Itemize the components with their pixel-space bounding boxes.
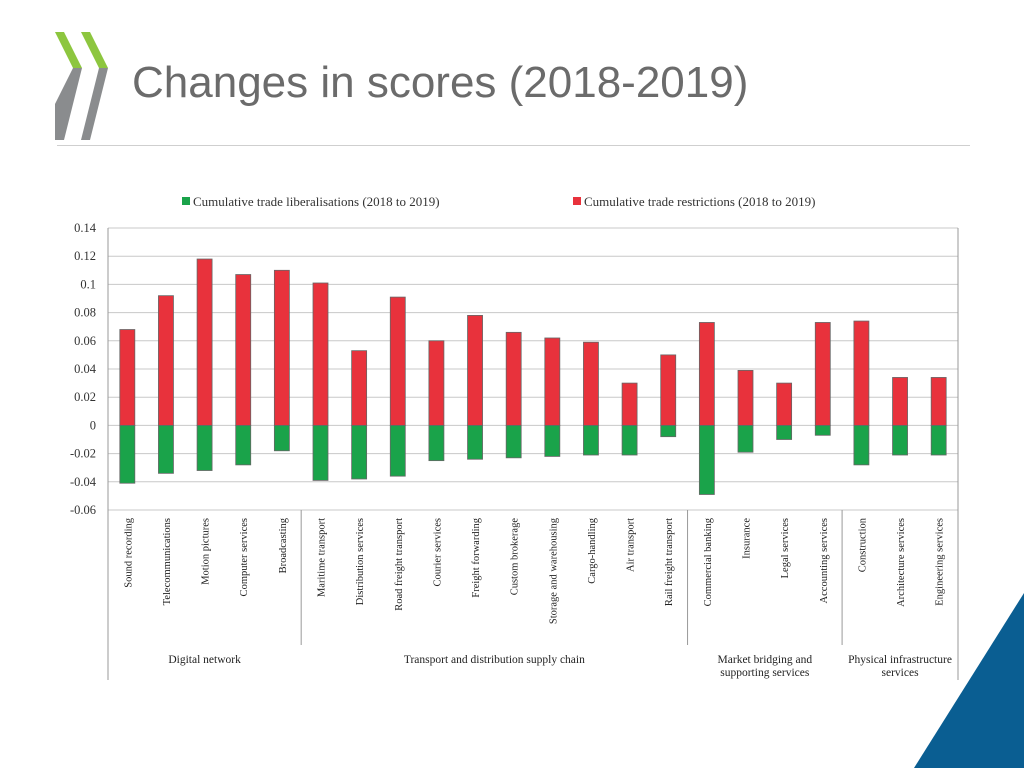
- x-category-label: Broadcasting: [278, 517, 289, 573]
- group-label: Physical infrastructure services: [848, 654, 952, 679]
- corner-triangle: [914, 593, 1024, 768]
- bar-liberalisation: [930, 424, 947, 456]
- x-category-label: Courier services: [432, 518, 443, 587]
- slide-title: Changes in scores (2018-2019): [132, 58, 749, 107]
- x-category-label: Sound recording: [123, 517, 134, 587]
- y-axis: -0.06 -0.04 -0.02 0 0.02 0.04 0.06 0.08 0.1 0.12 0…: [70, 221, 109, 680]
- bar-restriction: [583, 341, 599, 426]
- bar-restriction: [505, 331, 522, 426]
- x-category-label: Computer services: [239, 518, 250, 596]
- y-tick-label: 0.12: [74, 249, 96, 263]
- logo-chevron-grey-2: [81, 68, 108, 140]
- bar-liberalisation: [698, 424, 715, 495]
- group-label: Market bridging and supporting services: [718, 654, 813, 679]
- x-axis: Sound recording Telecommunications Motion …: [107, 228, 959, 680]
- bar-liberalisation: [544, 424, 561, 457]
- bar-liberalisation: [312, 424, 329, 481]
- x-category-label: Motion pictures: [201, 518, 212, 585]
- bar-restriction: [544, 337, 561, 426]
- bar-liberalisation: [621, 424, 638, 456]
- title-divider: [57, 145, 970, 146]
- bar-restriction: [930, 377, 947, 426]
- bar-restriction: [737, 370, 754, 426]
- x-category-label: Legal services: [780, 518, 791, 578]
- bar-liberalisation: [505, 424, 522, 459]
- x-category-label: Cargo-handling: [587, 517, 598, 583]
- group-label: Transport and distribution supply chain: [404, 654, 585, 666]
- x-category-label: Road freight transport: [394, 518, 405, 611]
- x-category-label: Construction: [857, 517, 868, 572]
- logo-chevron-green-2: [81, 32, 108, 68]
- logo-chevron-grey-1: [55, 68, 82, 140]
- x-category-label: Storage and warehousing: [548, 517, 559, 624]
- bar-liberalisation: [583, 424, 599, 456]
- chart-legend: Cumulative trade liberalisations (2018 t…: [182, 194, 815, 209]
- x-category-label: Commercial banking: [703, 517, 714, 606]
- x-category-label: Custom brokerage: [510, 518, 521, 596]
- x-category-label: Telecommunications: [162, 518, 173, 605]
- x-category-label: Accounting services: [819, 518, 830, 603]
- y-tick-label: 0.02: [74, 390, 96, 404]
- x-category-label: Distribution services: [355, 518, 366, 605]
- bar-restriction: [814, 322, 831, 426]
- bar-restriction: [853, 320, 870, 426]
- bar-restriction: [119, 329, 136, 426]
- bar-restriction: [158, 295, 174, 426]
- bar-liberalisation: [273, 424, 290, 452]
- bar-restriction: [273, 269, 290, 426]
- x-category-label: Engineering services: [935, 518, 946, 606]
- bar-liberalisation: [351, 424, 368, 480]
- bar-liberalisation: [196, 424, 213, 471]
- bar-liberalisation: [158, 424, 174, 474]
- y-tick-label: -0.06: [70, 503, 96, 517]
- group-label: Digital network: [168, 654, 241, 666]
- y-tick-label: -0.04: [70, 475, 97, 489]
- legend-label-restriction: Cumulative trade restrictions (2018 to 2…: [584, 194, 815, 209]
- bar-restriction: [196, 258, 213, 426]
- bar-restriction: [892, 377, 908, 426]
- bar-liberalisation: [467, 424, 483, 460]
- bar-restriction: [351, 350, 368, 426]
- x-category-label: Insurance: [742, 518, 753, 559]
- bar-restriction: [621, 382, 638, 426]
- bar-restriction: [467, 315, 483, 426]
- y-tick-label: -0.02: [70, 447, 96, 461]
- legend-label-liberalisation: Cumulative trade liberalisations (2018 t…: [193, 194, 440, 209]
- corner-decoration: [914, 593, 1024, 768]
- bar-restriction: [660, 354, 677, 426]
- bar-liberalisation: [428, 424, 445, 462]
- x-category-label: Freight forwarding: [471, 517, 482, 597]
- y-tick-label: 0.14: [74, 221, 97, 235]
- y-tick-label: 0.08: [74, 306, 96, 320]
- x-category-label: Architecture services: [896, 518, 907, 607]
- bar-restriction: [776, 382, 793, 426]
- bar-liberalisation: [737, 424, 754, 453]
- logo-chevron-green-1: [55, 32, 82, 68]
- legend-swatch-restriction: [573, 197, 581, 205]
- bar-liberalisation: [119, 424, 136, 484]
- bars: [119, 258, 947, 495]
- y-tick-label: 0.04: [74, 362, 97, 376]
- bar-liberalisation: [853, 424, 870, 466]
- bar-liberalisation: [814, 424, 831, 436]
- x-category-label: Air transport: [626, 518, 637, 572]
- bar-restriction: [698, 322, 715, 426]
- bar-restriction: [235, 274, 252, 426]
- x-category-label: Maritime transport: [317, 518, 328, 597]
- bar-liberalisation: [892, 424, 908, 456]
- x-category-label: Rail freight transport: [664, 518, 675, 606]
- bar-liberalisation: [660, 424, 677, 438]
- y-tick-label: 0.06: [74, 334, 96, 348]
- bar-restriction: [312, 282, 329, 426]
- bar-restriction: [389, 296, 406, 426]
- y-tick-label: 0: [90, 418, 96, 432]
- bar-liberalisation: [776, 424, 793, 440]
- oecd-logo: [55, 32, 108, 140]
- bar-restriction: [428, 340, 445, 426]
- y-tick-label: 0.1: [80, 277, 96, 291]
- bar-liberalisation: [235, 424, 252, 466]
- bar-liberalisation: [389, 424, 406, 477]
- legend-swatch-liberalisation: [182, 197, 190, 205]
